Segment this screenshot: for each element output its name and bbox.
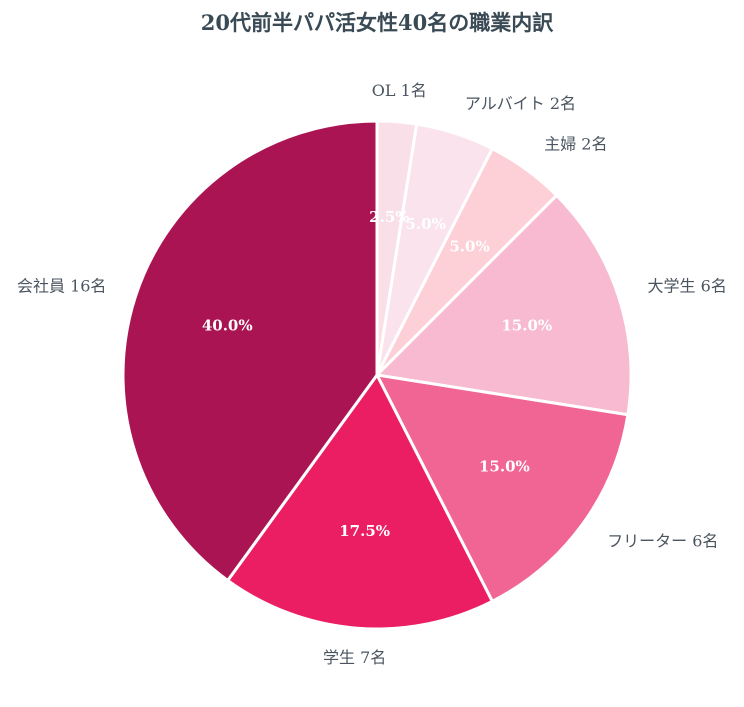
percent-labels: 2.5%5.0%5.0%15.0%15.0%17.5%40.0% (202, 208, 552, 540)
percent-label-5: 15.0% (479, 458, 530, 476)
pie-slice-7 (121, 119, 379, 582)
pie-slice-4 (375, 193, 633, 417)
category-label-3: 主婦 2名 (544, 134, 607, 153)
percent-label-2: 5.0% (405, 215, 445, 233)
percent-label-4: 15.0% (501, 316, 552, 334)
percent-label-6: 17.5% (339, 522, 390, 540)
chart-title: 20代前半パパ活女性40名の職業内訳 (201, 10, 554, 35)
pie-slices (121, 119, 633, 631)
pie-slice-6 (226, 373, 494, 631)
category-label-2: アルバイト 2名 (465, 94, 576, 113)
pie-slice-5 (375, 373, 630, 603)
percent-label-3: 5.0% (449, 238, 489, 256)
category-label-1: OL 1名 (372, 81, 427, 100)
percent-label-1: 2.5% (369, 208, 409, 226)
category-label-7: 会社員 16名 (17, 277, 106, 296)
percent-label-7: 40.0% (202, 316, 253, 334)
category-label-5: フリーター 6名 (607, 532, 718, 551)
category-label-4: 大学生 6名 (648, 277, 727, 296)
category-label-6: 学生 7名 (323, 648, 386, 667)
